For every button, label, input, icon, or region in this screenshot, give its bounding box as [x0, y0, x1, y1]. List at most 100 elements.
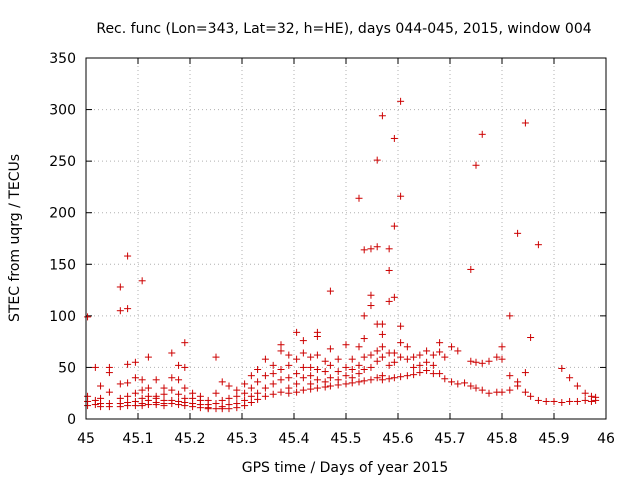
data-point [269, 390, 277, 398]
data-point [498, 388, 506, 396]
data-point [485, 357, 493, 365]
data-point [299, 363, 307, 371]
x-tick-label: 45.6 [382, 431, 413, 447]
data-point [138, 376, 146, 384]
data-point [448, 378, 456, 386]
data-point [277, 341, 285, 349]
data-point [175, 390, 183, 398]
data-point [397, 192, 405, 200]
data-point [385, 297, 393, 305]
data-point [277, 347, 285, 355]
data-point [321, 357, 329, 365]
data-point [360, 335, 368, 343]
y-tick-label: 100 [49, 309, 76, 325]
data-point [521, 119, 529, 127]
y-tick-label: 250 [49, 154, 76, 170]
data-point [423, 367, 431, 375]
data-point [241, 380, 249, 388]
data-point [254, 365, 262, 373]
data-point [355, 361, 363, 369]
data-point [467, 382, 475, 390]
data-point [566, 374, 574, 382]
data-point [285, 374, 293, 382]
data-point [498, 343, 506, 351]
data-point [97, 382, 105, 390]
data-point [348, 379, 356, 387]
data-point [355, 378, 363, 386]
data-point [247, 398, 255, 406]
data-point [326, 287, 334, 295]
data-point [293, 380, 301, 388]
data-point [429, 361, 437, 369]
data-point [360, 246, 368, 254]
data-point [360, 312, 368, 320]
data-point [218, 396, 226, 404]
data-point [416, 369, 424, 377]
data-point [403, 372, 411, 380]
data-point [342, 380, 350, 388]
data-point [124, 305, 132, 313]
data-point [326, 382, 334, 390]
data-point [138, 277, 146, 285]
data-point [527, 334, 535, 342]
data-point [313, 376, 321, 384]
data-point [472, 161, 480, 169]
data-point [116, 380, 124, 388]
data-point [241, 389, 249, 397]
data-point [299, 349, 307, 357]
data-point [247, 372, 255, 380]
data-point [521, 369, 529, 377]
data-point [397, 353, 405, 361]
data-point [367, 351, 375, 359]
data-point [550, 397, 558, 405]
data-point [168, 349, 176, 357]
data-point [131, 374, 139, 382]
data-point [307, 372, 315, 380]
y-tick-label: 200 [49, 206, 76, 222]
data-point [97, 403, 105, 411]
data-point [233, 404, 241, 412]
data-point [506, 312, 514, 320]
data-point [397, 322, 405, 330]
data-point [299, 386, 307, 394]
data-point [124, 402, 132, 410]
data-point [581, 396, 589, 404]
data-point [277, 388, 285, 396]
data-point [124, 360, 132, 368]
data-point [131, 402, 139, 410]
data-point [212, 405, 220, 413]
data-point [269, 370, 277, 378]
data-point [390, 293, 398, 301]
data-point [91, 401, 99, 409]
data-point [124, 392, 132, 400]
data-point [299, 374, 307, 382]
data-point [124, 379, 132, 387]
data-point [378, 330, 386, 338]
data-point [152, 401, 160, 409]
data-point [423, 358, 431, 366]
data-point [485, 389, 493, 397]
data-point [144, 401, 152, 409]
data-point [390, 349, 398, 357]
data-point [293, 355, 301, 363]
data-point [144, 384, 152, 392]
data-point [233, 392, 241, 400]
data-point [293, 370, 301, 378]
data-point [277, 365, 285, 373]
data-point [478, 359, 486, 367]
data-point [225, 405, 233, 413]
data-point [138, 386, 146, 394]
data-point [429, 351, 437, 359]
data-point [493, 353, 501, 361]
data-point [84, 402, 92, 410]
data-point [506, 386, 514, 394]
data-point [527, 392, 535, 400]
data-point [293, 388, 301, 396]
data-point [467, 265, 475, 273]
data-point [181, 363, 189, 371]
data-point [355, 194, 363, 202]
data-point [116, 403, 124, 411]
data-point [478, 130, 486, 138]
data-point [168, 374, 176, 382]
